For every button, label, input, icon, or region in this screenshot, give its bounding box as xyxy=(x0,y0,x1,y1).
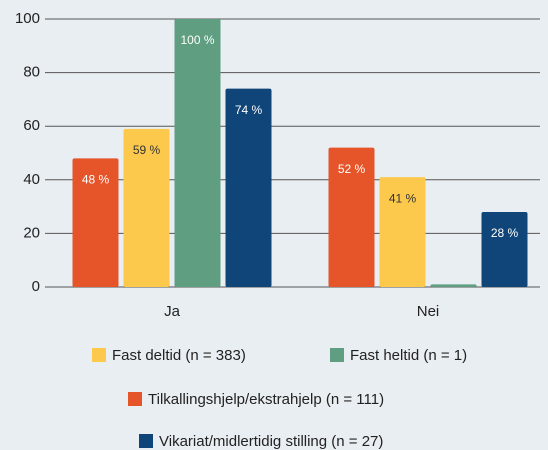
x-tick-label: Nei xyxy=(417,303,440,320)
legend-swatch xyxy=(92,348,106,362)
value-label: 59 % xyxy=(133,143,161,157)
x-tick-label: Ja xyxy=(164,303,181,320)
legend-label: Fast deltid (n = 383) xyxy=(112,347,246,364)
value-label: 74 % xyxy=(235,103,263,117)
bar xyxy=(430,284,477,287)
bar xyxy=(379,177,426,287)
bar xyxy=(481,211,528,287)
y-tick-label: 0 xyxy=(32,278,40,295)
legend-label: Tilkallingshjelp/ekstrahjelp (n = 111) xyxy=(148,391,384,408)
y-tick-label: 40 xyxy=(23,171,40,188)
bar xyxy=(123,128,170,287)
y-tick-label: 60 xyxy=(23,117,40,134)
value-label: 52 % xyxy=(338,162,366,176)
bar xyxy=(72,158,119,287)
bar xyxy=(225,88,272,288)
legend-label: Fast heltid (n = 1) xyxy=(350,347,467,364)
bar xyxy=(174,19,221,287)
legend-label: Vikariat/midlertidig stilling (n = 27) xyxy=(159,433,383,450)
legend-swatch xyxy=(330,348,344,362)
value-label: 48 % xyxy=(82,173,110,187)
y-tick-label: 80 xyxy=(23,64,40,81)
legend-swatch xyxy=(128,392,142,406)
value-label: 100 % xyxy=(180,33,214,47)
value-label: 28 % xyxy=(491,226,519,240)
y-tick-label: 100 xyxy=(15,10,40,27)
value-label: 41 % xyxy=(389,191,417,205)
bar xyxy=(328,147,375,287)
legend-swatch xyxy=(139,434,153,448)
y-tick-label: 20 xyxy=(23,224,40,241)
